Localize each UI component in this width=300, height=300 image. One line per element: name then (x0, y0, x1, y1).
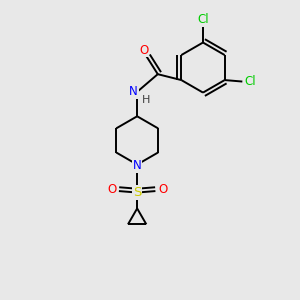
Text: H: H (142, 95, 150, 105)
Text: Cl: Cl (197, 13, 209, 26)
Text: O: O (158, 183, 167, 196)
Text: O: O (107, 183, 116, 196)
Text: N: N (133, 159, 142, 172)
Text: Cl: Cl (244, 75, 256, 88)
Text: S: S (133, 186, 141, 199)
Text: O: O (139, 44, 148, 56)
Text: N: N (129, 85, 138, 98)
